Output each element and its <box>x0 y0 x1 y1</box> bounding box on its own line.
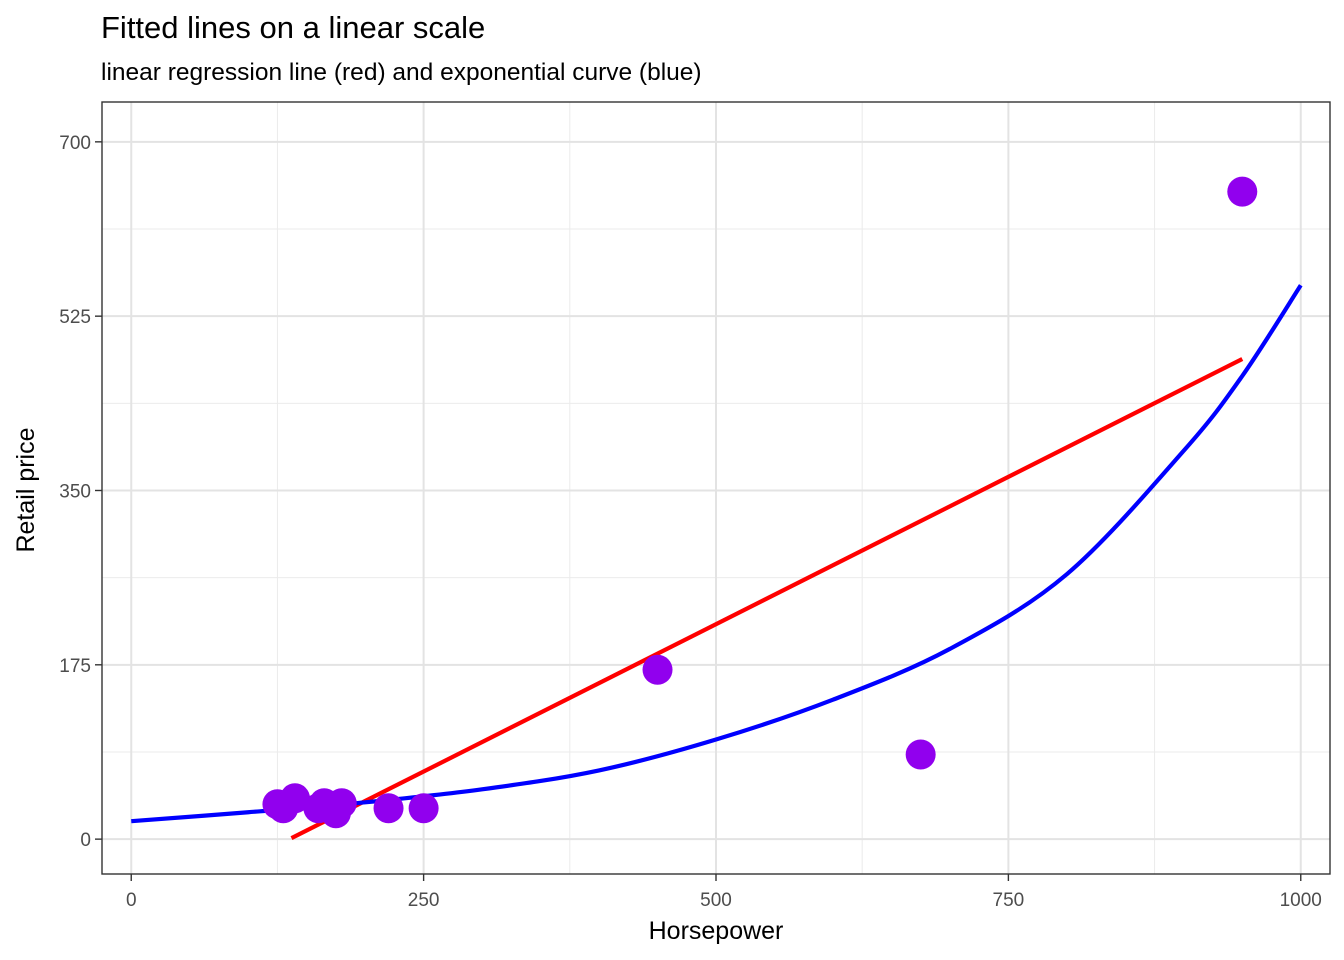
data-point <box>642 654 673 685</box>
exponential-curve <box>131 284 1303 824</box>
x-tick-label: 750 <box>993 890 1025 911</box>
data-point <box>373 793 404 824</box>
chart-title: Fitted lines on a linear scale <box>101 10 486 45</box>
fitted-lines <box>131 284 1303 841</box>
y-tick-label: 175 <box>59 656 91 677</box>
y-axis-ticks: 0 175 350 525 700 <box>59 133 102 851</box>
major-gridlines <box>102 102 1330 874</box>
x-tick-label: 0 <box>126 890 137 911</box>
data-point <box>905 739 936 770</box>
data-points <box>262 176 1258 829</box>
data-point <box>326 788 357 819</box>
x-axis-ticks: 0 250 500 750 1000 <box>126 874 1322 911</box>
y-tick-label: 525 <box>59 307 91 328</box>
data-point <box>279 783 310 814</box>
x-tick-label: 250 <box>408 890 440 911</box>
x-tick-label: 500 <box>700 890 732 911</box>
x-tick-label: 1000 <box>1280 890 1322 911</box>
y-axis-title: Retail price <box>12 427 40 552</box>
x-axis-title: Horsepower <box>649 917 784 945</box>
data-point <box>1227 176 1258 207</box>
data-point <box>408 793 439 824</box>
y-tick-label: 350 <box>59 481 91 502</box>
y-tick-label: 0 <box>80 830 91 851</box>
chart-subtitle: linear regression line (red) and exponen… <box>101 59 702 86</box>
regression-line <box>290 357 1244 841</box>
y-tick-label: 700 <box>59 133 91 154</box>
